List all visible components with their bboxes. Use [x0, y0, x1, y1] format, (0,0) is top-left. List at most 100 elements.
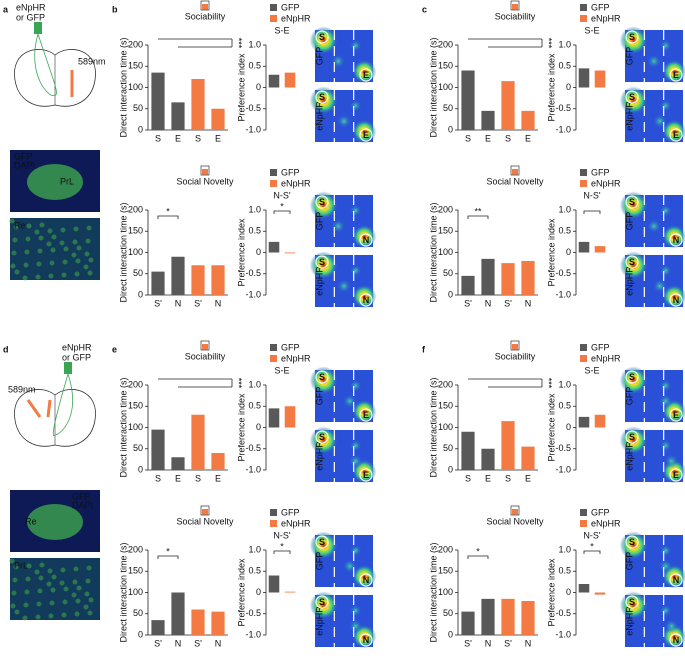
zone-label: S [629, 432, 635, 442]
x-tick-label: N [215, 298, 222, 308]
significance: * [280, 541, 284, 551]
x-tick-label: N [175, 298, 182, 308]
zone-marker [359, 633, 373, 647]
micrograph-texture [62, 259, 68, 265]
y-tick-label: 0 [566, 422, 571, 432]
micrograph-texture [50, 587, 56, 593]
heatmap-blob [659, 379, 672, 392]
significance: * [280, 201, 284, 211]
bar [594, 414, 606, 428]
x-tick-label: N [525, 298, 532, 308]
zone-label: E [363, 410, 369, 420]
y-axis-label: Preference index [236, 558, 246, 627]
micrograph-texture [14, 609, 20, 615]
legend-swatch [580, 520, 587, 527]
micrograph-texture [86, 225, 92, 231]
significance: * [476, 546, 480, 556]
y-tick-label: 50 [443, 268, 453, 278]
sig-bracket [157, 215, 179, 219]
micrograph-texture [39, 222, 45, 228]
y-tick-label: 200 [128, 379, 143, 389]
y-tick-label: 50 [133, 103, 143, 113]
legend-label: GFP [591, 2, 610, 12]
injection-pipette [34, 22, 42, 34]
bar [191, 609, 205, 635]
zone-marker [669, 128, 683, 142]
significance: *** [544, 38, 554, 49]
zone-marker [315, 90, 329, 104]
legend-label: eNpHR [591, 13, 621, 23]
heatmap-blob [664, 454, 679, 469]
heatmap-blob [659, 439, 672, 452]
y-axis-label: Preference index [236, 393, 246, 462]
y-tick-label: -1.0 [245, 629, 261, 639]
zone-label: S [319, 92, 325, 102]
legend-swatch [270, 520, 277, 527]
bar [211, 265, 225, 295]
legend-label: eNpHR [591, 353, 621, 363]
legend-swatch [580, 15, 587, 22]
micrograph-texture [51, 234, 57, 240]
micrograph-texture [83, 264, 89, 270]
legend-swatch [580, 180, 587, 187]
y-tick-label: 200 [128, 544, 143, 554]
stain-label: DAPI [14, 160, 35, 170]
y-tick-label: 0 [138, 289, 143, 299]
x-tick-label: S [465, 473, 471, 483]
legend-label: GFP [281, 2, 300, 12]
heatmap-blob [349, 544, 362, 557]
micrograph-signal [27, 164, 83, 200]
y-tick-label: 150 [128, 61, 143, 71]
zone-marker [359, 68, 373, 82]
zone-label: E [363, 70, 369, 80]
micrograph-texture [76, 585, 82, 591]
y-axis-label: Direct interaction time (s) [118, 377, 128, 477]
micrograph-texture [74, 611, 80, 617]
heatmap-blob [349, 604, 362, 617]
y-axis-label: Direct interaction time (s) [428, 202, 438, 302]
zone-marker [669, 573, 683, 587]
y-tick-label: 0 [256, 247, 261, 257]
zone-label: S [319, 257, 325, 267]
micrograph-texture [88, 597, 94, 603]
micrograph-texture [12, 237, 18, 243]
zone-label: S [319, 197, 325, 207]
zone-label: S [629, 537, 635, 547]
zone-label: E [363, 470, 369, 480]
bar [284, 406, 296, 428]
micrograph-texture [14, 269, 20, 275]
heatmap-label: GFP [624, 212, 634, 231]
micrograph-texture [13, 224, 19, 230]
heatmap-blob [349, 439, 362, 452]
x-tick-label: S [505, 133, 511, 143]
heatmap-label: eNpHR [314, 441, 324, 471]
panel-label: c [422, 4, 427, 14]
cage-icon [200, 165, 210, 176]
y-tick-label: -1.0 [555, 124, 571, 134]
zone-marker [625, 90, 639, 104]
significance: ** [474, 206, 482, 216]
micrograph-texture [87, 270, 93, 276]
y-tick-label: -0.5 [555, 268, 571, 278]
significance: *** [234, 378, 244, 389]
comparison-label: N-S' [273, 190, 290, 200]
zone-label: S [319, 537, 325, 547]
cage-icon-fill [202, 169, 208, 175]
micrograph-texture [9, 218, 15, 224]
optic-fiber [46, 399, 52, 418]
heatmap-label: eNpHR [624, 101, 634, 131]
x-tick-label: S' [154, 298, 162, 308]
legend-label: GFP [281, 507, 300, 517]
y-tick-label: 150 [128, 566, 143, 576]
bar [521, 446, 535, 470]
y-axis-label: Preference index [546, 53, 556, 122]
y-tick-label: 200 [438, 544, 453, 554]
y-tick-label: 150 [128, 401, 143, 411]
y-tick-label: 0 [566, 247, 571, 257]
heatmap-blob [331, 219, 346, 234]
heatmap-blob [664, 619, 679, 634]
micrograph-texture [59, 240, 65, 246]
projection [52, 373, 69, 436]
comparison-label: N-S' [273, 530, 290, 540]
micrograph-signal [27, 504, 83, 540]
